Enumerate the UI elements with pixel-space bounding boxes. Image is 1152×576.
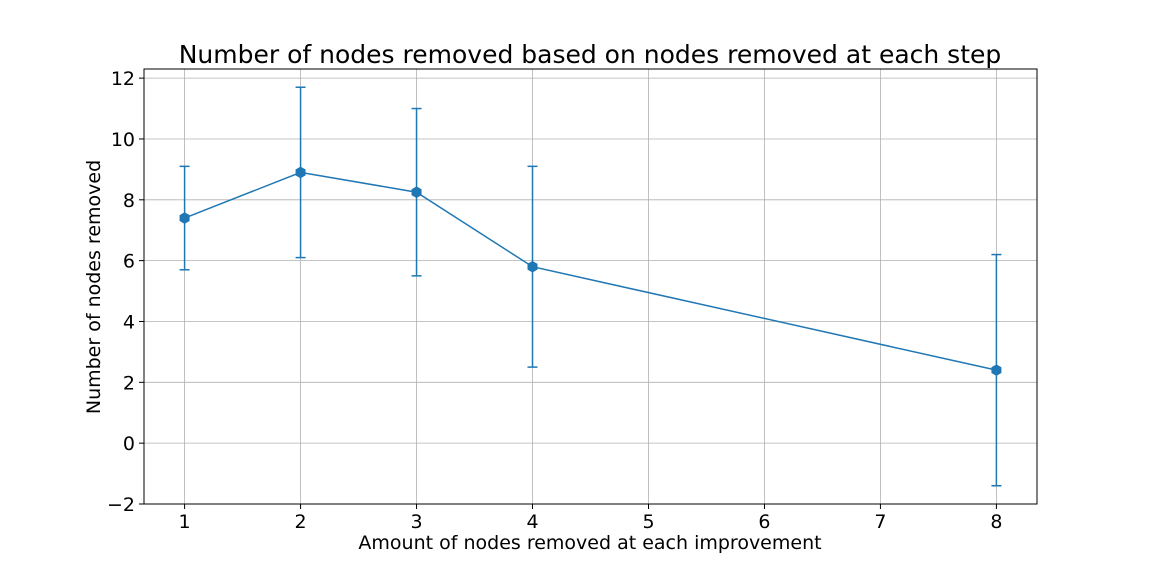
grid bbox=[144, 69, 1037, 505]
y-tick-label: 4 bbox=[123, 311, 135, 333]
series-polyline bbox=[184, 171, 997, 371]
x-axis-label: Amount of nodes removed at each improvem… bbox=[358, 532, 821, 554]
data-point bbox=[991, 364, 1002, 376]
x-tick-label: 6 bbox=[758, 511, 770, 533]
y-tick-label: 8 bbox=[123, 190, 135, 212]
y-tick-label: 6 bbox=[123, 251, 135, 273]
x-tick-label: 4 bbox=[526, 511, 538, 533]
plot-frame bbox=[139, 68, 1038, 509]
data-point bbox=[295, 166, 306, 179]
data-point bbox=[179, 212, 190, 224]
data-point bbox=[411, 186, 422, 198]
y-tick-label: 12 bbox=[111, 68, 135, 90]
chart-title: Number of nodes removed based on nodes r… bbox=[179, 40, 1002, 69]
y-tick-label: 10 bbox=[111, 129, 135, 151]
data-point bbox=[527, 260, 538, 273]
data-points bbox=[179, 166, 1002, 376]
x-tick-label: 3 bbox=[410, 511, 422, 533]
y-tick-label: 2 bbox=[123, 372, 135, 394]
y-tick-label: −2 bbox=[107, 494, 135, 516]
y-tick-label: 0 bbox=[123, 433, 135, 455]
x-tick-label: 8 bbox=[990, 511, 1002, 533]
x-tick-label: 1 bbox=[179, 511, 191, 533]
series-line bbox=[184, 171, 997, 371]
y-axis-label: Number of nodes removed bbox=[83, 160, 105, 414]
x-tick-label: 7 bbox=[874, 511, 886, 533]
plot-area-border bbox=[143, 68, 1038, 505]
x-tick-label: 2 bbox=[295, 511, 307, 533]
x-tick-label: 5 bbox=[642, 511, 654, 533]
error-bars bbox=[179, 86, 1002, 487]
